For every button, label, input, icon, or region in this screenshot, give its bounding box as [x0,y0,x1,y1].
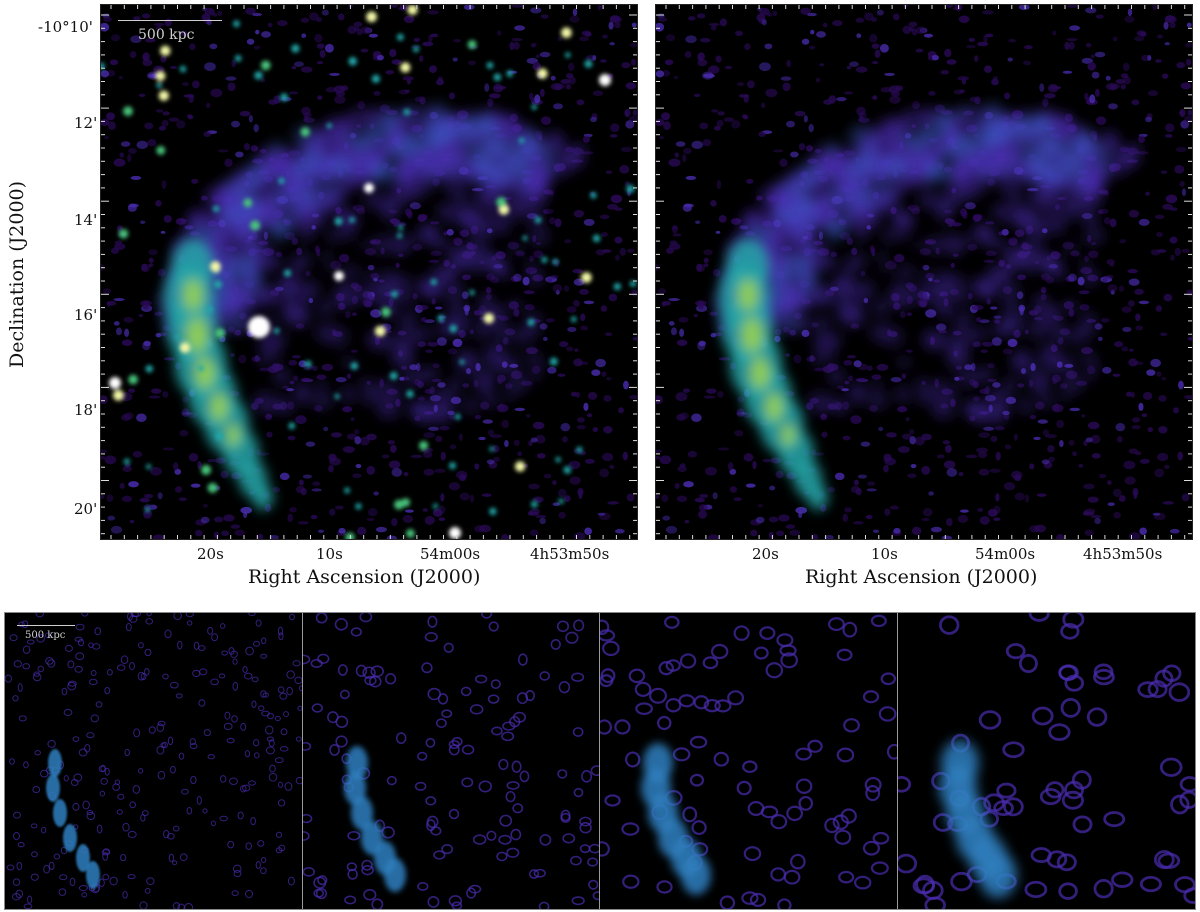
scale-bar-line [118,20,222,21]
y-axis-title: Declination (J2000) [6,180,28,368]
y-tick-label: -10°10' [38,18,93,36]
scale-panel-2 [303,613,599,909]
radio-relic [718,238,828,510]
x-tick-label: 4h53m50s [1083,545,1163,563]
panel-divider [599,613,600,909]
x-axis-title: Right Ascension (J2000) [805,566,1038,588]
x-tick-label: 10s [871,545,898,563]
relic-component [46,749,100,889]
scale-bar-line [17,625,75,626]
radio-emission-map [101,5,637,539]
panel-divider [302,613,303,909]
x-tick-label: 10s [316,545,343,563]
radio-emission-map-subtracted [656,5,1192,539]
y-tick-label: 18' [74,401,98,419]
x-tick-label: 54m00s [975,545,1036,563]
x-tick-label: 54m00s [420,545,481,563]
y-tick-label: 20' [74,500,98,518]
x-tick-label: 20s [752,545,779,563]
scale-bar-label: 500 kpc [25,630,66,641]
y-tick-label: 12' [74,114,98,132]
panel-divider [897,613,898,909]
relic-component [641,743,711,895]
radio-image-right [655,4,1193,540]
scale-decomposition-strip: 500 kpc [4,612,1196,910]
scale-panel-4 [898,613,1195,909]
x-tick-label: 20s [197,545,224,563]
scale-bar-label: 500 kpc [138,27,195,43]
radio-relic [163,238,273,510]
x-tick-label: 4h53m50s [530,545,610,563]
scale-panel-1 [5,613,302,909]
diffuse-emission [711,102,1142,425]
relic-component [939,740,1017,898]
x-axis-title: Right Ascension (J2000) [248,566,481,588]
scale-panel-3 [600,613,897,909]
point-sources [101,5,637,539]
y-tick-label: 16' [74,306,98,324]
relic-component [344,746,406,892]
radio-image-left [100,4,638,540]
y-tick-label: 14' [74,211,98,229]
